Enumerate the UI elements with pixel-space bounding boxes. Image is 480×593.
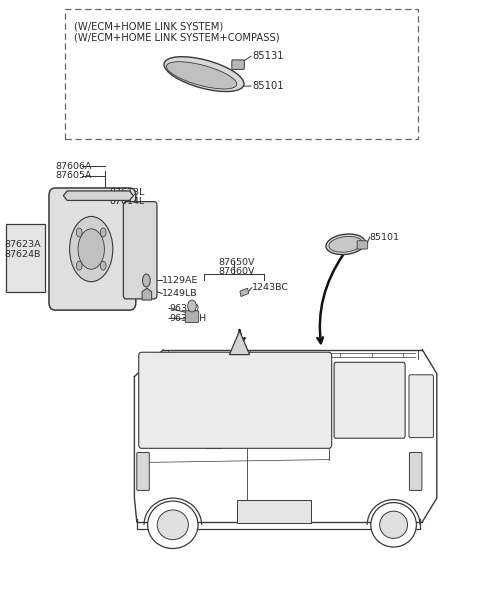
FancyBboxPatch shape	[139, 352, 332, 448]
Polygon shape	[229, 331, 250, 355]
Polygon shape	[240, 288, 249, 296]
Text: 87614L: 87614L	[109, 197, 144, 206]
Text: 87660V: 87660V	[218, 267, 255, 276]
Ellipse shape	[143, 274, 150, 287]
Text: 87606A: 87606A	[55, 161, 92, 171]
FancyBboxPatch shape	[357, 241, 368, 249]
Ellipse shape	[100, 262, 106, 270]
Ellipse shape	[164, 57, 244, 91]
Text: 87623A: 87623A	[5, 240, 41, 250]
FancyBboxPatch shape	[334, 362, 405, 438]
Ellipse shape	[148, 501, 198, 549]
FancyBboxPatch shape	[232, 60, 244, 69]
Ellipse shape	[371, 503, 416, 547]
Polygon shape	[63, 191, 133, 200]
Ellipse shape	[70, 216, 113, 282]
Text: 96310H: 96310H	[169, 314, 206, 323]
Text: 85101: 85101	[370, 232, 399, 242]
Text: 87613L: 87613L	[109, 187, 145, 197]
FancyBboxPatch shape	[6, 224, 45, 292]
Text: (W/ECM+HOME LINK SYSTEM): (W/ECM+HOME LINK SYSTEM)	[74, 21, 224, 31]
Text: 96310: 96310	[169, 304, 199, 313]
Text: 1249LB: 1249LB	[162, 289, 198, 298]
Ellipse shape	[76, 262, 82, 270]
Ellipse shape	[329, 237, 362, 252]
Text: 1129AE: 1129AE	[162, 276, 199, 285]
Ellipse shape	[167, 62, 237, 89]
FancyBboxPatch shape	[237, 500, 311, 523]
FancyBboxPatch shape	[49, 188, 136, 310]
Text: 87650V: 87650V	[218, 257, 255, 267]
FancyBboxPatch shape	[409, 375, 433, 438]
Ellipse shape	[78, 229, 105, 269]
FancyBboxPatch shape	[185, 311, 199, 323]
Ellipse shape	[326, 234, 365, 254]
Ellipse shape	[76, 228, 82, 237]
Polygon shape	[142, 288, 152, 300]
Text: 85101: 85101	[252, 81, 284, 91]
Text: 87605A: 87605A	[55, 171, 92, 180]
Text: (W/ECM+HOME LINK SYSTEM+COMPASS): (W/ECM+HOME LINK SYSTEM+COMPASS)	[74, 33, 280, 43]
FancyBboxPatch shape	[409, 452, 422, 490]
Ellipse shape	[380, 511, 408, 538]
FancyBboxPatch shape	[65, 9, 418, 139]
Ellipse shape	[188, 300, 196, 312]
Ellipse shape	[157, 510, 188, 540]
FancyBboxPatch shape	[137, 452, 149, 490]
FancyBboxPatch shape	[123, 202, 157, 299]
Text: 1243BC: 1243BC	[252, 283, 289, 292]
Text: 87624B: 87624B	[5, 250, 41, 259]
Text: 85131: 85131	[252, 52, 284, 61]
Ellipse shape	[100, 228, 106, 237]
